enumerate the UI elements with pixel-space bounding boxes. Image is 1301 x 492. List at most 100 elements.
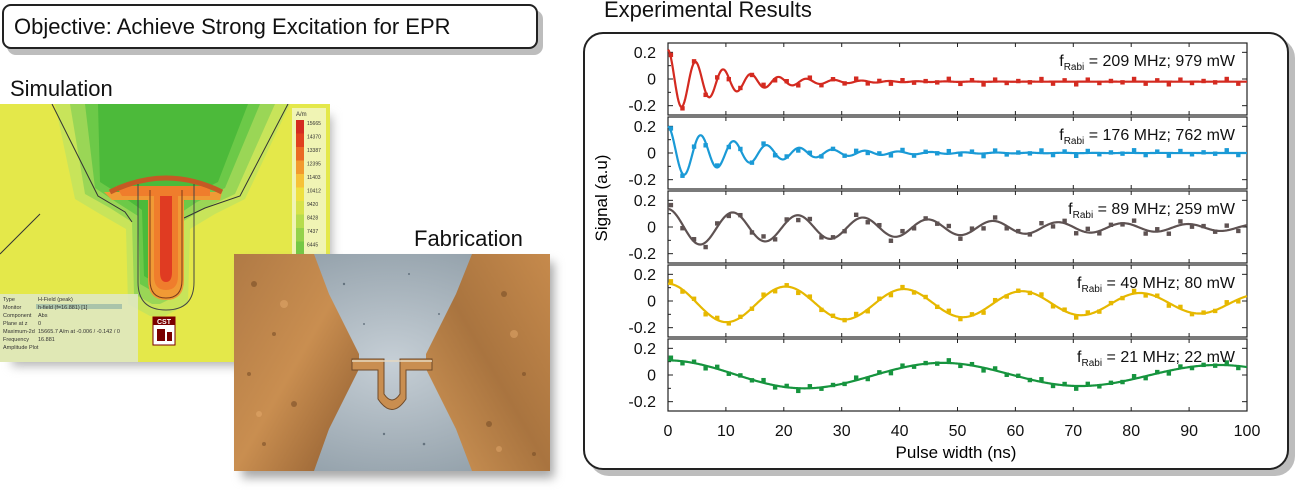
data-point: [865, 376, 870, 382]
data-point: [1120, 379, 1125, 385]
data-point: [1039, 377, 1044, 382]
data-point: [946, 358, 952, 363]
data-point: [1016, 228, 1021, 234]
data-point: [923, 294, 928, 300]
data-point: [691, 359, 697, 364]
data-point: [726, 321, 731, 326]
data-point: [796, 290, 801, 296]
data-point: [1085, 77, 1090, 82]
data-point: [935, 304, 940, 310]
data-point: [853, 375, 859, 380]
data-point: [958, 316, 963, 322]
data-point: [1201, 150, 1206, 155]
info-value: h-field (f=16.881) [1]: [38, 305, 88, 311]
data-point: [1201, 310, 1206, 315]
data-point: [981, 82, 986, 87]
data-point: [911, 80, 917, 85]
x-tick-label: 80: [1122, 423, 1140, 440]
data-point: [761, 141, 766, 146]
data-point: [1143, 231, 1148, 236]
data-point: [1224, 76, 1229, 82]
data-point: [958, 363, 963, 369]
data-point: [830, 235, 836, 240]
data-point: [1062, 307, 1067, 312]
data-point: [900, 78, 905, 83]
legend-value: 13387: [307, 148, 321, 154]
data-point: [946, 223, 952, 229]
legend-swatch: [296, 147, 304, 161]
data-point: [830, 77, 836, 82]
data-point: [1120, 295, 1125, 301]
panel-1: 0.2 0 -0.2 fRabi = 209 MHz; 979 mW: [628, 42, 1248, 116]
data-point: [726, 76, 731, 82]
info-value: 16.881: [38, 337, 55, 343]
data-point: [992, 366, 998, 371]
data-point: [992, 297, 998, 303]
data-point: [1155, 78, 1160, 83]
data-point: [1085, 148, 1090, 154]
data-point: [1016, 78, 1021, 84]
data-point: [935, 80, 940, 85]
data-point: [1155, 369, 1160, 375]
data-point: [691, 296, 697, 301]
info-key: Component: [3, 313, 32, 319]
data-point: [772, 289, 778, 294]
x-tick-label: 100: [1234, 423, 1261, 440]
info-value: H-Field (peak): [38, 297, 73, 303]
fit-curve: [667, 359, 1248, 390]
info-value: 0: [38, 321, 41, 327]
y-tick-label: -0.2: [628, 246, 656, 263]
y-tick-label: 0.2: [634, 341, 656, 358]
data-point: [992, 148, 998, 153]
data-point: [1143, 81, 1148, 86]
data-point: [1050, 304, 1056, 309]
data-point: [819, 82, 824, 88]
info-key: Amplitude Plot: [3, 345, 39, 351]
data-point: [1189, 224, 1195, 229]
data-point: [1039, 221, 1044, 226]
data-point: [1166, 231, 1172, 236]
data-point: [842, 153, 847, 158]
data-point: [1004, 226, 1009, 231]
data-point: [911, 153, 917, 158]
data-point: [1085, 310, 1090, 315]
data-point: [888, 370, 894, 376]
cst-logo-text: CST: [157, 319, 172, 326]
data-point: [668, 202, 674, 208]
data-point: [1027, 377, 1033, 383]
legend-value: 10412: [307, 189, 321, 195]
y-tick-label: -0.2: [628, 320, 656, 337]
data-point: [796, 388, 801, 394]
data-point: [680, 106, 685, 111]
data-point: [992, 77, 998, 82]
data-point: [842, 81, 847, 86]
data-point: [1212, 80, 1218, 85]
data-point: [1004, 372, 1009, 377]
data-point: [819, 307, 824, 313]
legend-value: 12395: [307, 162, 321, 168]
data-point: [680, 361, 685, 366]
data-point: [923, 149, 928, 154]
data-point: [738, 373, 743, 378]
x-tick-label: 30: [833, 423, 851, 440]
data-point: [807, 294, 813, 299]
data-point: [1097, 309, 1102, 314]
legend-value: 14370: [307, 135, 321, 141]
data-point: [1085, 381, 1090, 387]
data-point: [807, 75, 813, 80]
y-tick-label: -0.2: [628, 172, 656, 189]
data-point: [1189, 365, 1195, 371]
data-point: [865, 309, 870, 314]
results-box: [583, 32, 1289, 470]
data-point: [1073, 231, 1079, 236]
data-point: [1073, 386, 1079, 391]
data-point: [668, 126, 674, 131]
x-axis-label: Pulse width (ns): [896, 443, 1017, 462]
data-point: [1201, 223, 1206, 229]
data-point: [1189, 152, 1195, 157]
data-point: [1166, 371, 1172, 376]
legend-value: 8428: [307, 216, 318, 222]
legend-swatch: [296, 133, 304, 147]
data-point: [888, 292, 894, 298]
legend-swatch: [296, 241, 304, 255]
